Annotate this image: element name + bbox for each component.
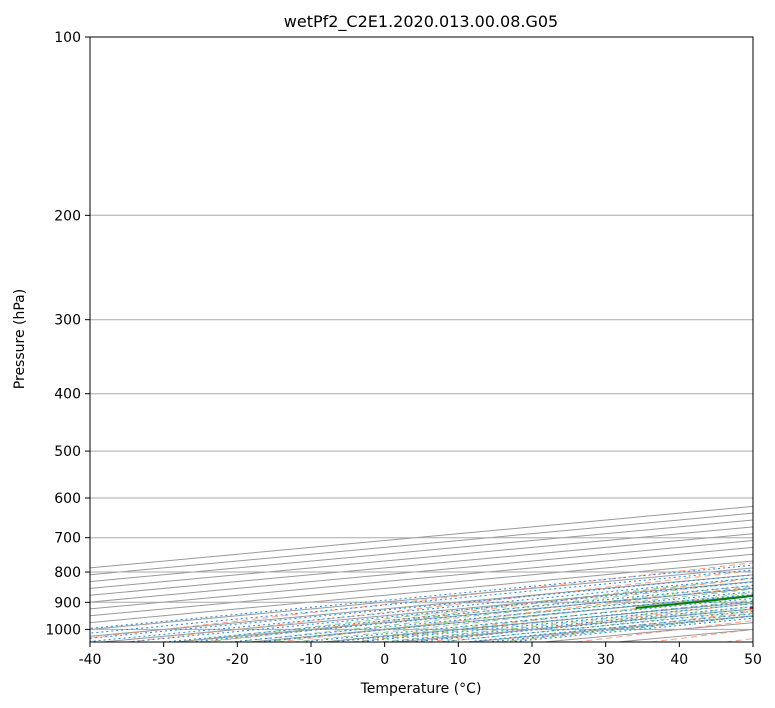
dry-adiabat-line bbox=[90, 562, 753, 639]
mixing-ratio-line bbox=[230, 591, 753, 642]
isotherm-line bbox=[90, 540, 753, 603]
isotherms bbox=[90, 505, 753, 642]
temperature-line bbox=[749, 606, 753, 609]
x-tick-label: 20 bbox=[523, 652, 541, 668]
y-tick-label: 600 bbox=[54, 491, 81, 507]
x-tick-label: 40 bbox=[670, 652, 688, 668]
y-tick-label: 800 bbox=[54, 565, 81, 581]
dry-adiabat-line bbox=[277, 586, 753, 642]
mixing-ratio-line bbox=[90, 577, 753, 642]
isotherm-line bbox=[90, 526, 753, 589]
isotherm-line bbox=[90, 519, 753, 583]
moist-adiabat-line bbox=[264, 588, 753, 642]
mixing-ratio-lines bbox=[90, 564, 753, 642]
isotherm-line bbox=[90, 505, 753, 569]
x-tick-label: 10 bbox=[449, 652, 467, 668]
x-tick-label: 0 bbox=[380, 652, 389, 668]
x-tick-label: -40 bbox=[79, 652, 102, 668]
isotherm-line bbox=[90, 533, 753, 596]
mixing-ratio-line bbox=[163, 584, 753, 642]
x-tick-label: 30 bbox=[597, 652, 615, 668]
y-tick-label: 100 bbox=[54, 30, 81, 46]
plot-background bbox=[90, 37, 753, 642]
y-axis-title: Pressure (hPa) bbox=[12, 289, 28, 389]
plot-area: 0.10.20.40.611.52346810131620253036-100-… bbox=[90, 37, 753, 642]
x-tick-label: -30 bbox=[152, 652, 175, 668]
moist-adiabat-line bbox=[293, 592, 753, 642]
mixing-ratio-line bbox=[127, 581, 753, 642]
x-tick-label: -10 bbox=[300, 652, 323, 668]
mixing-ratio-line bbox=[190, 587, 753, 642]
y-tick-label: 200 bbox=[54, 208, 81, 224]
x-tick-label: 50 bbox=[744, 652, 762, 668]
chart-title: wetPf2_C2E1.2020.013.00.08.G05 bbox=[284, 12, 558, 32]
x-axis: -40 -30 -20 -10 0 10 20 30 40 50 bbox=[79, 642, 762, 668]
plot-frame bbox=[89, 36, 754, 643]
y-tick-label: 900 bbox=[54, 595, 81, 611]
y-tick-label: 300 bbox=[54, 313, 81, 329]
moist-adiabat-line bbox=[205, 581, 753, 642]
y-tick-label: 500 bbox=[54, 444, 81, 460]
isotherm-line bbox=[90, 512, 753, 576]
y-tick-label: 400 bbox=[54, 387, 81, 403]
x-tick-label: -20 bbox=[226, 652, 249, 668]
x-axis-title: Temperature (°C) bbox=[360, 681, 482, 697]
y-axis: 100 200 300 400 500 600 700 800 900 1000 bbox=[45, 30, 90, 638]
y-tick-label: 1000 bbox=[45, 622, 81, 638]
pressure-gridlines bbox=[90, 37, 753, 630]
y-tick-label: 700 bbox=[54, 531, 81, 547]
